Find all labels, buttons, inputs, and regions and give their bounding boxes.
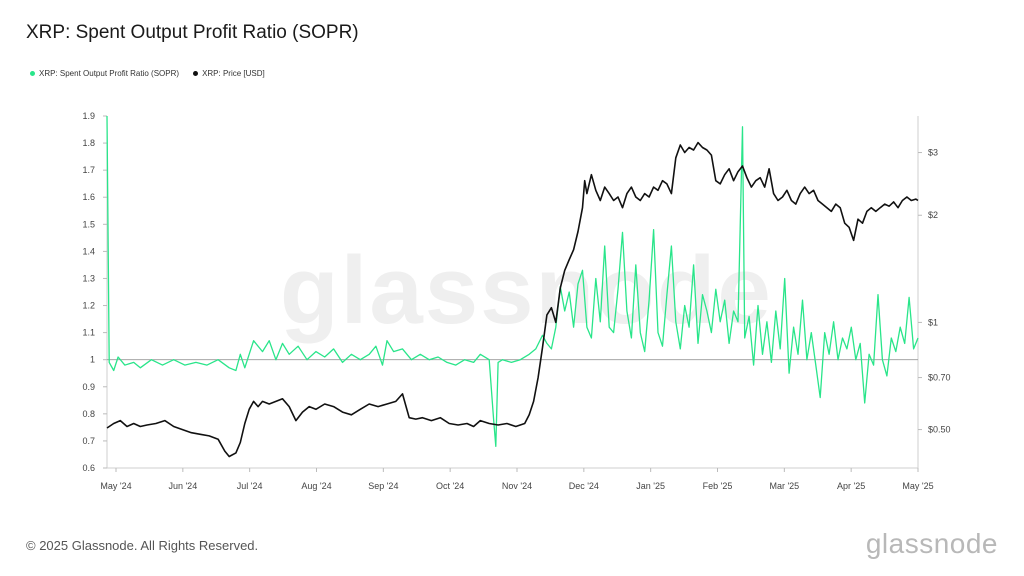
right-tick-label: $2 <box>928 210 938 220</box>
x-tick-label: Apr '25 <box>837 481 865 491</box>
sopr-series-line <box>106 115 919 447</box>
left-tick-label: 1.8 <box>82 138 95 148</box>
legend-label-price: XRP: Price [USD] <box>202 69 265 78</box>
left-tick-label: 1.5 <box>82 219 95 229</box>
price-series-line <box>106 141 919 458</box>
left-tick-label: 0.8 <box>82 409 95 419</box>
legend-dot-sopr <box>30 71 35 76</box>
x-tick-label: May '25 <box>902 481 933 491</box>
right-tick-label: $3 <box>928 148 938 158</box>
left-tick-label: 1.7 <box>82 165 95 175</box>
x-tick-label: Dec '24 <box>569 481 599 491</box>
left-tick-label: 0.6 <box>82 463 95 473</box>
x-tick-label: Sep '24 <box>368 481 398 491</box>
left-tick-label: 1.9 <box>82 111 95 121</box>
copyright-footer: © 2025 Glassnode. All Rights Reserved. <box>26 538 259 553</box>
x-tick-label: Mar '25 <box>769 481 799 491</box>
right-tick-label: $0.70 <box>928 373 951 383</box>
left-tick-label: 1.2 <box>82 301 95 311</box>
left-tick-label: 1.6 <box>82 192 95 202</box>
glassnode-logo: glassnode <box>865 528 998 559</box>
legend-item-price[interactable]: XRP: Price [USD] <box>193 69 265 78</box>
legend-item-sopr[interactable]: XRP: Spent Output Profit Ratio (SOPR) <box>30 69 179 78</box>
x-tick-label: Oct '24 <box>436 481 464 491</box>
left-tick-label: 0.7 <box>82 436 95 446</box>
x-tick-label: Jun '24 <box>168 481 197 491</box>
left-tick-label: 1 <box>90 355 95 365</box>
left-tick-label: 1.4 <box>82 246 95 256</box>
left-tick-label: 1.1 <box>82 328 95 338</box>
x-tick-label: Nov '24 <box>502 481 532 491</box>
chart-title: XRP: Spent Output Profit Ratio (SOPR) <box>26 22 359 43</box>
right-tick-label: $0.50 <box>928 425 951 435</box>
x-tick-label: Jan '25 <box>636 481 665 491</box>
legend: XRP: Spent Output Profit Ratio (SOPR) XR… <box>30 69 265 78</box>
x-tick-label: Feb '25 <box>703 481 733 491</box>
legend-dot-price <box>193 71 199 76</box>
x-tick-label: May '24 <box>100 481 131 491</box>
left-tick-label: 1.3 <box>82 273 95 283</box>
right-tick-label: $1 <box>928 317 938 327</box>
legend-label-sopr: XRP: Spent Output Profit Ratio (SOPR) <box>39 69 180 78</box>
left-tick-label: 0.9 <box>82 382 95 392</box>
x-tick-label: Aug '24 <box>301 481 331 491</box>
x-tick-label: Jul '24 <box>237 481 263 491</box>
